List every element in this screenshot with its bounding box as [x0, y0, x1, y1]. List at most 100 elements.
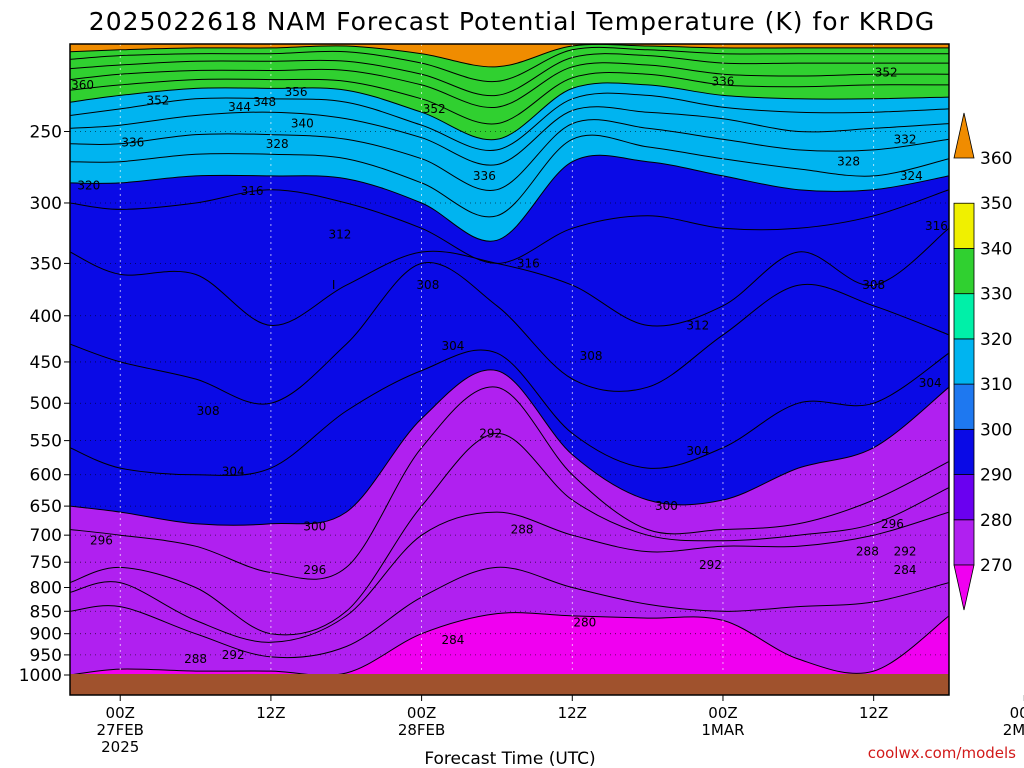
contour-label: 336 — [712, 74, 735, 88]
plot-area: 360 352 344 348 356 340 352 336 352 336 328 336 332 3… — [70, 44, 949, 695]
chart-title: 2025022618 NAM Forecast Potential Temper… — [89, 7, 935, 36]
colorbar-label: 350 — [980, 194, 1012, 214]
colorbar-arrow-top — [953, 112, 975, 159]
x-tick-label: 2025 — [101, 738, 139, 756]
isotherm-324 — [70, 134, 949, 218]
isotherm-352 — [70, 53, 949, 97]
ground-surface — [70, 674, 949, 695]
x-tick-label: 28FEB — [398, 721, 445, 739]
x-tick-label: 1MAR — [701, 721, 744, 739]
isotherm-336 — [70, 92, 949, 151]
contour-label: 304 — [686, 444, 709, 458]
isotherm-contour-lines — [70, 44, 949, 676]
isotherm-340 — [70, 82, 949, 141]
y-tick-label: 1000 — [19, 666, 62, 686]
isotherm-356 — [70, 46, 949, 83]
contour-label: 328 — [266, 137, 289, 151]
contour-label: 348 — [253, 95, 276, 109]
potential-temperature-fills — [70, 44, 949, 695]
contour-label: 308 — [862, 278, 885, 292]
plot-frame — [69, 43, 950, 696]
x-tick-label: 12Z — [256, 704, 285, 722]
x-tick-label: 00Z — [407, 704, 436, 722]
contour-label: 316 — [925, 219, 948, 233]
isotherm-304 — [70, 349, 949, 476]
contour-label: 352 — [423, 102, 446, 116]
grid-lines — [70, 44, 949, 695]
y-tick-label: 650 — [30, 497, 62, 517]
colorbar-segment-290 — [953, 474, 975, 521]
contour-label: 300 — [303, 520, 326, 534]
credit-text: coolwx.com/models — [868, 744, 1016, 762]
y-axis-ticks: 250 300 350 400 450 500 550 600 650 700 750 800 850 9… — [19, 122, 70, 686]
contour-label: 284 — [894, 563, 917, 577]
isotherm-308 — [70, 262, 949, 405]
y-tick-label: 400 — [30, 307, 62, 327]
contour-label: 324 — [900, 169, 923, 183]
isotherm-280 — [70, 612, 949, 676]
contour-label: 312 — [686, 318, 709, 332]
contour-label: 280 — [573, 616, 596, 630]
y-tick-label: 600 — [30, 466, 62, 486]
isotherm-320 — [70, 154, 949, 242]
y-tick-label: 950 — [30, 646, 62, 666]
colorbar-arrow-bottom — [953, 564, 975, 611]
fill-band-360 — [70, 44, 949, 67]
contour-label: 360 — [71, 78, 94, 92]
contour-label: 344 — [228, 100, 251, 114]
contour-label: 356 — [285, 85, 308, 99]
isotherm-296 — [70, 386, 949, 580]
colorbar-segment-350 — [953, 202, 975, 249]
contour-label: I — [332, 278, 336, 292]
contour-label: 288 — [856, 545, 879, 559]
colorbar-label: 270 — [980, 556, 1012, 576]
x-axis-ticks: 00Z27FEB202512Z00Z28FEB12Z00Z1MAR12Z00Z2… — [96, 695, 1024, 756]
colorbar-segment-320 — [953, 338, 975, 385]
contour-label: 320 — [77, 179, 100, 193]
y-tick-label: 850 — [30, 602, 62, 622]
contour-label: 292 — [699, 558, 722, 572]
contour-label: 352 — [146, 93, 169, 107]
contour-label: 284 — [442, 633, 465, 647]
contour-label: 352 — [875, 65, 898, 79]
colorbar-segment-310 — [953, 383, 975, 430]
contour-label: 292 — [222, 648, 245, 662]
colorbar-label: 290 — [980, 466, 1012, 486]
contour-label: 312 — [329, 227, 352, 241]
colorbar-label: 340 — [980, 239, 1012, 259]
x-tick-label: 00Z — [1010, 704, 1024, 722]
colorbar-segment-280 — [953, 519, 975, 566]
contour-label: 304 — [222, 464, 245, 478]
contour-label: 296 — [303, 563, 326, 577]
colorbar-label: 280 — [980, 511, 1012, 531]
contour-label: 304 — [442, 339, 465, 353]
isotherm-300 — [70, 369, 949, 526]
colorbar-label: 310 — [980, 375, 1012, 395]
y-tick-label: 500 — [30, 394, 62, 414]
contour-label: 296 — [90, 534, 113, 548]
colorbar-segment-340 — [953, 248, 975, 295]
isotherm-284 — [70, 566, 949, 659]
colorbar-segment-300 — [953, 428, 975, 475]
contour-label: 308 — [416, 278, 439, 292]
isotherm-348 — [70, 62, 949, 108]
x-tick-label: 12Z — [558, 704, 587, 722]
y-tick-label: 350 — [30, 254, 62, 274]
contour-label: 288 — [184, 652, 207, 666]
isotherm-344 — [70, 72, 949, 125]
contour-label: 332 — [894, 132, 917, 146]
contour-label: 340 — [291, 117, 314, 131]
isotherm-328 — [70, 119, 949, 191]
y-tick-label: 700 — [30, 526, 62, 546]
contour-label: 300 — [655, 499, 678, 513]
contour-label: 336 — [121, 135, 144, 149]
isotherm-332 — [70, 106, 949, 166]
colorbar-label: 300 — [980, 420, 1012, 440]
contour-label: 292 — [894, 545, 917, 559]
colorbar-segment-330 — [953, 293, 975, 340]
x-tick-label: 2MAR — [1003, 721, 1024, 739]
x-tick-label: 00Z — [708, 704, 737, 722]
colorbar-label: 320 — [980, 330, 1012, 350]
y-tick-label: 800 — [30, 579, 62, 599]
colorbar-label: 360 — [980, 149, 1012, 169]
